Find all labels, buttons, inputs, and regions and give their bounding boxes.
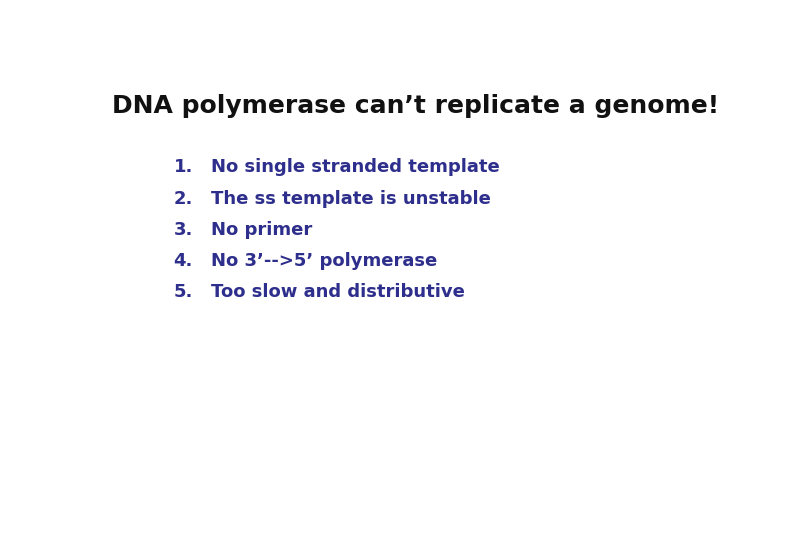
- Text: No 3’-->5’ polymerase: No 3’-->5’ polymerase: [211, 252, 437, 270]
- Text: 2.: 2.: [173, 190, 193, 207]
- Text: No primer: No primer: [211, 221, 313, 239]
- Text: 5.: 5.: [173, 283, 193, 301]
- Text: 1.: 1.: [173, 158, 193, 177]
- Text: Too slow and distributive: Too slow and distributive: [211, 283, 465, 301]
- Text: 3.: 3.: [173, 221, 193, 239]
- Text: No single stranded template: No single stranded template: [211, 158, 500, 177]
- Text: The ss template is unstable: The ss template is unstable: [211, 190, 491, 207]
- Text: DNA polymerase can’t replicate a genome!: DNA polymerase can’t replicate a genome!: [112, 94, 718, 118]
- Text: 4.: 4.: [173, 252, 193, 270]
